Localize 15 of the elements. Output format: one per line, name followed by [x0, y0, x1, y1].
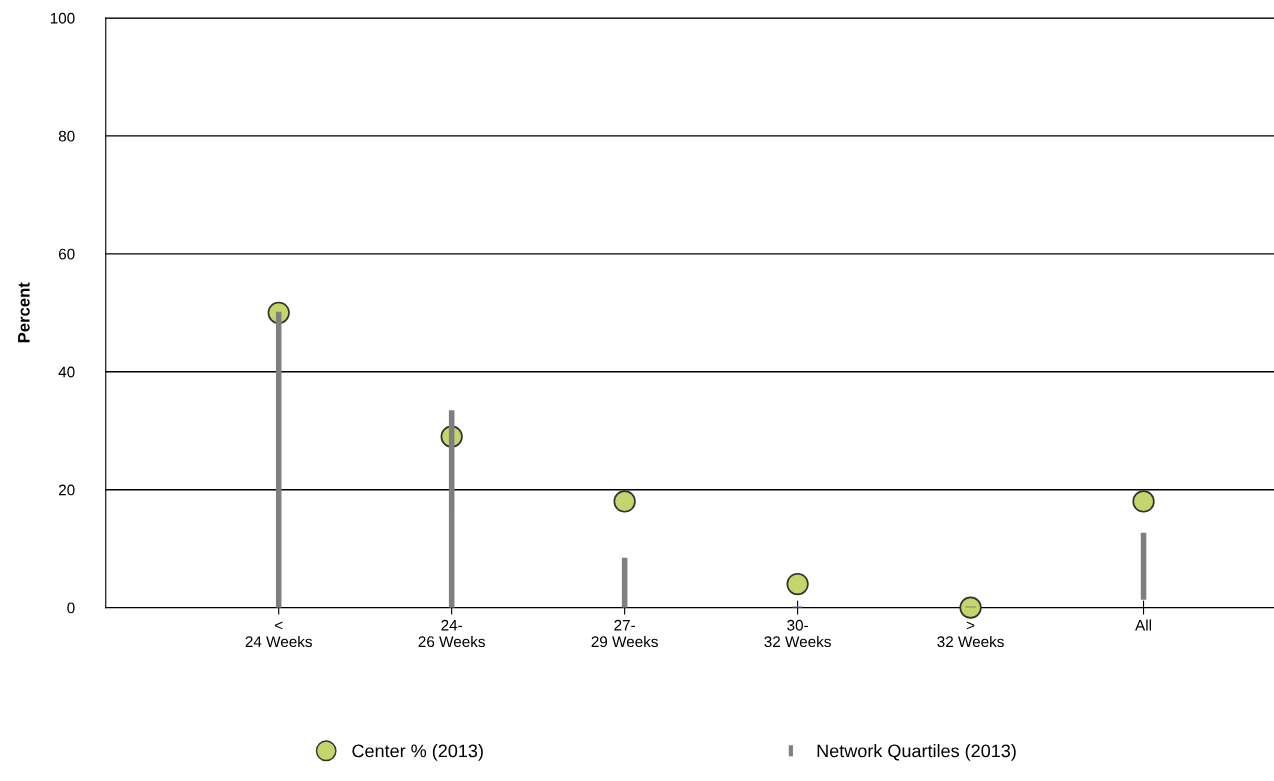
x-tick-label: > 32 Weeks: [937, 621, 1004, 648]
legend-label: Network Quartiles (2013): [817, 744, 1016, 761]
legend-label: Center % (2013): [352, 744, 483, 761]
y-axis-title: Percent: [18, 282, 30, 343]
y-tick-label: 60: [58, 248, 75, 260]
y-tick-label: 20: [58, 484, 75, 496]
x-tick-label: 30- 32 Weeks: [764, 619, 831, 648]
y-tick-label: 0: [67, 602, 75, 614]
x-tick-label: < 24 Weeks: [245, 621, 312, 648]
x-tick-label: 27- 29 Weeks: [591, 619, 658, 648]
y-tick-label: 40: [58, 366, 75, 378]
x-tick-label: 24- 26 Weeks: [418, 619, 485, 648]
x-tick-label: All: [1135, 619, 1152, 631]
y-tick-label: 80: [58, 130, 75, 142]
y-tick-label: 100: [50, 12, 75, 24]
